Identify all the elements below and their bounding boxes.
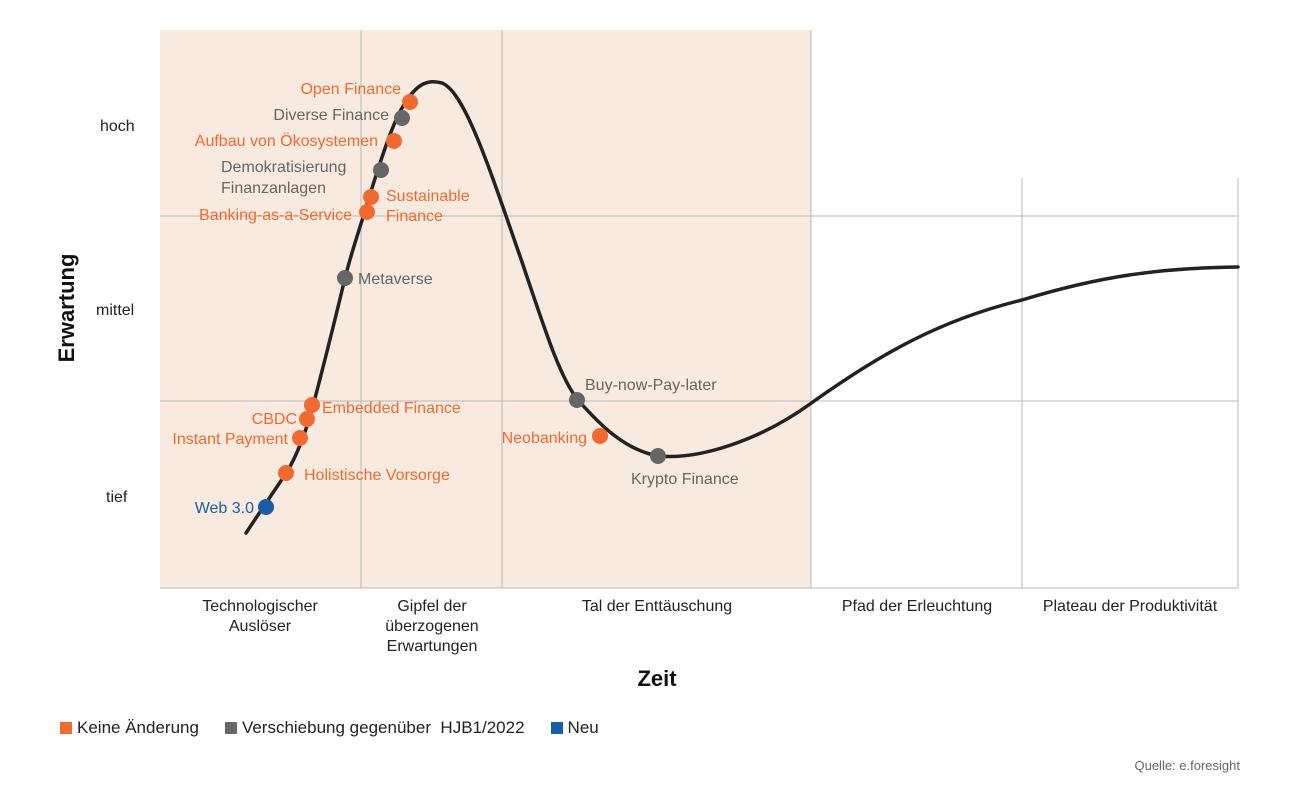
legend-label: Keine Änderung <box>77 718 199 737</box>
phase-label-technologischer: Technologischer Auslöser <box>202 598 318 635</box>
legend-item-verschiebung: Verschiebung gegenüber HJB1/2022 <box>224 718 525 738</box>
point-buy-now-pay-later <box>569 392 585 408</box>
point-label-instant-payment: Instant Payment <box>172 431 288 448</box>
point-demokratisierung-finanzanlagen <box>373 162 389 178</box>
point-label-metaverse: Metaverse <box>358 271 433 288</box>
point-label-aufbau-von-kosystemen: Aufbau von Ökosystemen <box>195 132 378 150</box>
legend-item-keine-aenderung: Keine Änderung <box>60 718 199 738</box>
point-label-diverse-finance: Diverse Finance <box>273 107 389 124</box>
point-metaverse <box>337 270 353 286</box>
point-sustainable-finance <box>363 189 379 205</box>
legend-label: Neu <box>567 718 599 737</box>
point-label-holistische-vorsorge: Holistische Vorsorge <box>304 467 450 484</box>
point-label-sustainable: Sustainable Finance <box>386 188 470 225</box>
point-banking-as-a-service <box>359 204 375 220</box>
point-label-embedded-finance: Embedded Finance <box>322 400 461 417</box>
point-aufbau-von-kosystemen <box>386 133 402 149</box>
y-level-hoch: hoch <box>100 118 135 135</box>
point-krypto-finance <box>650 448 666 464</box>
hype-curve <box>244 79 1240 535</box>
legend-label: Verschiebung gegenüber HJB1/2022 <box>241 718 525 737</box>
grid <box>160 30 1239 589</box>
data-points: Web 3.0 Holistische Vorsorge Instant Payme… <box>172 81 738 517</box>
phase-label-gipfel: Gipfel der überzogenen Erwartungen <box>385 598 478 655</box>
legend: Keine Änderung Verschiebung gegenüber HJ… <box>60 718 599 738</box>
y-level-tief: tief <box>106 489 128 506</box>
point-label-cbdc: CBDC <box>252 411 297 428</box>
point-label-buy-now-pay-later: Buy-now-Pay-later <box>585 377 717 394</box>
point-label-web-3-0: Web 3.0 <box>195 500 254 517</box>
point-label-krypto-finance: Krypto Finance <box>631 471 739 488</box>
point-holistische-vorsorge <box>278 465 294 481</box>
legend-item-neu: Neu <box>550 718 599 738</box>
phase-labels: Technologischer Auslöser Gipfel der überzo… <box>202 598 1218 655</box>
legend-swatch-gray <box>224 722 237 734</box>
point-embedded-finance <box>304 397 320 413</box>
legend-swatch-orange <box>60 722 72 734</box>
point-label-neobanking: Neobanking <box>502 430 587 447</box>
phase-label-tal: Tal der Enttäuschung <box>582 598 732 615</box>
legend-swatch-blue <box>550 722 563 734</box>
point-diverse-finance <box>394 110 410 126</box>
point-label-banking-as-a-service: Banking-as-a-Service <box>199 207 352 224</box>
source-note: Quelle: e.foresight <box>1134 758 1240 773</box>
point-open-finance <box>402 94 418 110</box>
point-neobanking <box>592 428 608 444</box>
y-axis-title: Erwartung <box>54 254 79 363</box>
point-web-3-0 <box>258 499 274 515</box>
phase-label-plateau: Plateau der Produktivität <box>1043 598 1218 615</box>
point-cbdc <box>299 411 315 427</box>
point-label-open-finance: Open Finance <box>300 81 401 98</box>
shaded-region <box>160 30 811 588</box>
x-axis-title: Zeit <box>637 666 677 691</box>
point-instant-payment <box>292 430 308 446</box>
y-level-mittel: mittel <box>96 302 134 319</box>
phase-label-pfad: Pfad der Erleuchtung <box>842 598 992 615</box>
point-label-demokratisierung: Demokratisierung Finanzanlagen <box>221 159 346 197</box>
